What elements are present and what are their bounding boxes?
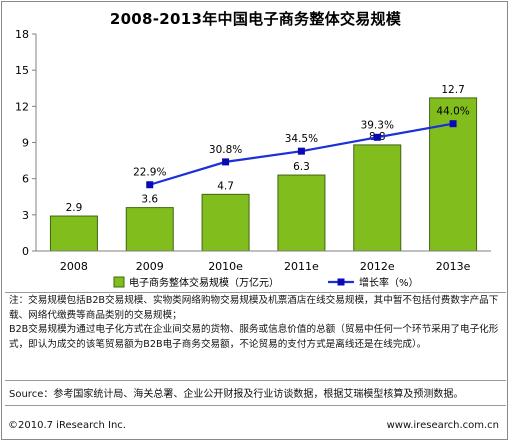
x-tick-label: 2013e — [436, 260, 471, 273]
chart: 03691215182.93.64.76.38.812.720082009201… — [15, 28, 491, 289]
divider-top — [5, 292, 506, 293]
bar-value-label: 2.9 — [66, 202, 83, 214]
legend-bar-label: 电子商务整体交易规模（万亿元） — [129, 276, 279, 289]
notes: 注：交易规模包括B2B交易规模、实物类网络购物交易规模及机票酒店在线交易规模，其… — [9, 294, 501, 352]
chart-title: 2008-2013年中国电子商务整体交易规模 — [109, 10, 402, 28]
bar — [49, 215, 98, 252]
note-line-1: 注：交易规模包括B2B交易规模、实物类网络购物交易规模及机票酒店在线交易规模，其… — [9, 295, 499, 321]
x-tick-label: 2011e — [284, 260, 319, 273]
bar-value-label: 4.7 — [217, 180, 234, 192]
growth-value-label: 44.0% — [436, 106, 469, 118]
growth-value-label: 22.9% — [133, 167, 166, 179]
y-tick-label: 9 — [22, 137, 29, 150]
source-text: Source：参考国家统计局、海关总署、企业公开财报及行业访谈数据，根据艾瑞模型… — [9, 389, 464, 400]
x-tick-label: 2010e — [208, 260, 243, 273]
growth-marker — [222, 158, 230, 166]
growth-marker — [297, 147, 305, 155]
bar — [125, 207, 174, 252]
website-text: www.iresearch.com.cn — [386, 420, 499, 431]
bar — [353, 144, 402, 252]
bar-value-label: 6.3 — [293, 161, 310, 173]
y-tick-label: 0 — [22, 245, 29, 258]
x-tick-label: 2012e — [360, 260, 395, 273]
growth-value-label: 39.3% — [361, 119, 394, 131]
legend-bar-swatch — [113, 276, 125, 288]
growth-marker — [449, 120, 457, 128]
y-tick-label: 6 — [22, 173, 29, 186]
bar — [277, 174, 326, 252]
growth-value-label: 30.8% — [209, 144, 242, 156]
y-tick-label: 18 — [15, 28, 29, 41]
growth-marker — [146, 181, 154, 189]
y-tick-label: 12 — [15, 100, 29, 113]
x-tick-label: 2008 — [60, 260, 88, 273]
note-line-2: B2B交易规模为通过电子化方式在企业间交易的货物、服务或信息价值的总额（贸易中任… — [9, 324, 499, 350]
bar-value-label: 3.6 — [141, 194, 158, 206]
x-tick-label: 2009 — [136, 260, 164, 273]
legend-line-label: 增长率（%） — [359, 276, 419, 289]
legend-line-marker — [337, 278, 345, 286]
divider-middle — [5, 380, 506, 381]
growth-value-label: 34.5% — [285, 133, 318, 145]
bar-value-label: 12.7 — [441, 84, 464, 96]
growth-marker — [373, 133, 381, 141]
copyright-text: ©2010.7 iResearch Inc. — [8, 420, 126, 431]
y-tick-label: 15 — [15, 64, 29, 77]
divider-bottom — [5, 405, 506, 406]
bar — [201, 193, 250, 252]
y-tick-label: 3 — [22, 209, 29, 222]
